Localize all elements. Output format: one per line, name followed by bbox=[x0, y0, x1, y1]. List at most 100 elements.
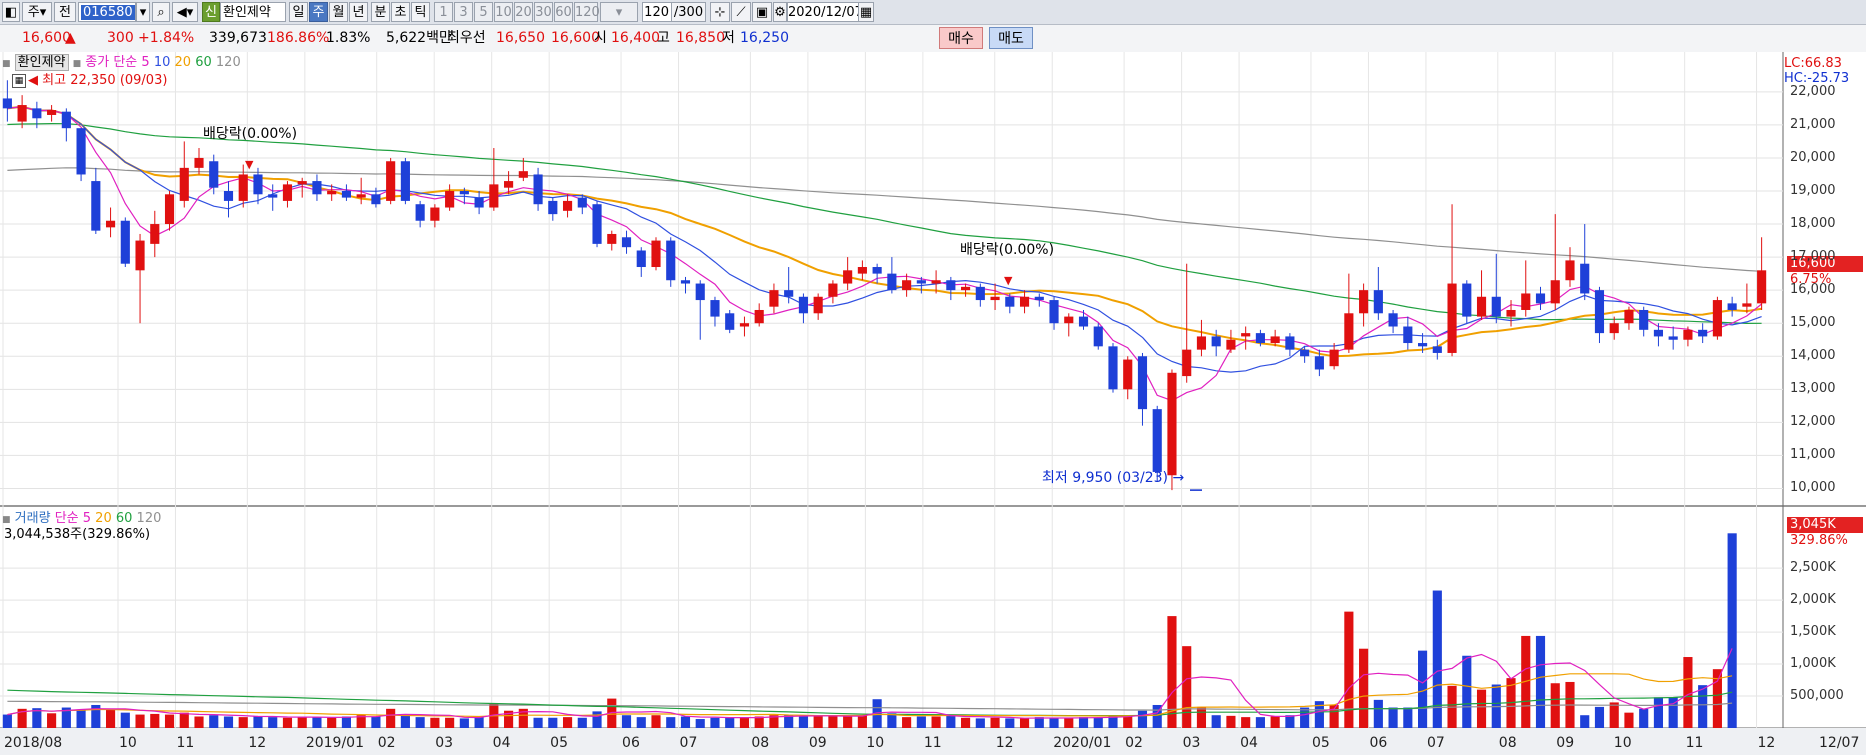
volume-bar bbox=[680, 716, 691, 728]
candle-body bbox=[1196, 336, 1207, 350]
candle-body bbox=[1078, 316, 1089, 327]
ma-20[interactable]: 20 bbox=[174, 55, 192, 70]
stock-label[interactable]: 환인제약 bbox=[14, 54, 69, 71]
date-input[interactable]: 2020/12/07 bbox=[787, 2, 863, 22]
ma-60[interactable]: 60 bbox=[195, 55, 212, 70]
draw-line-icon[interactable]: ⟋ bbox=[731, 2, 751, 22]
num-60[interactable]: 60 bbox=[554, 2, 573, 22]
ma-120[interactable]: 120 bbox=[215, 55, 241, 70]
x-tick-label: 05 bbox=[550, 735, 568, 751]
volume-bar bbox=[76, 709, 86, 728]
candle-body bbox=[975, 286, 985, 301]
candle-body bbox=[1403, 326, 1413, 344]
sell-button[interactable]: 매도 bbox=[989, 27, 1033, 49]
volume-bar bbox=[504, 710, 514, 728]
min-annotation: 최저 9,950 (03/23) → bbox=[1042, 470, 1185, 486]
candle-body bbox=[533, 174, 543, 205]
vol-ma-60[interactable]: 60 bbox=[115, 511, 133, 526]
candle-body bbox=[725, 313, 735, 330]
stock-chart[interactable] bbox=[0, 52, 1866, 755]
table-icon[interactable]: ▦ bbox=[12, 74, 26, 88]
dividend-arrow-icon: ▼ bbox=[245, 158, 254, 171]
candle-body bbox=[1580, 263, 1590, 294]
num-30[interactable]: 30 bbox=[534, 2, 553, 22]
crosshair-icon[interactable]: ⊹ bbox=[710, 2, 730, 22]
candle-body bbox=[1535, 293, 1546, 304]
num-120[interactable]: 120 bbox=[574, 2, 600, 22]
search-icon[interactable]: ⌕ bbox=[152, 2, 170, 22]
stock-name-field[interactable]: 환인제약 bbox=[220, 2, 286, 22]
ma-label[interactable]: 종가 단순 bbox=[85, 55, 138, 70]
candle-body bbox=[1373, 290, 1383, 314]
candle-body bbox=[1594, 290, 1605, 334]
candle-body bbox=[813, 296, 823, 314]
candle-body bbox=[194, 157, 204, 168]
low-price: 16,250 bbox=[740, 30, 789, 46]
period-day[interactable]: 일 bbox=[289, 2, 308, 22]
interval-select[interactable]: ▾ bbox=[600, 2, 638, 22]
ma-5[interactable]: 5 bbox=[141, 55, 150, 70]
num-5[interactable]: 5 bbox=[474, 2, 493, 22]
num-20[interactable]: 20 bbox=[514, 2, 533, 22]
gear-icon[interactable]: ⚙ bbox=[773, 2, 787, 22]
candle-body bbox=[739, 323, 750, 327]
ma10-line bbox=[7, 106, 1762, 373]
panel-bullet-icon: ■ bbox=[72, 59, 82, 69]
volume-bar bbox=[695, 719, 705, 728]
volume-bar bbox=[135, 714, 145, 728]
volume-bar bbox=[1064, 717, 1074, 728]
max-label: 최고 22,350 (09/03) bbox=[42, 73, 168, 88]
candle-body bbox=[961, 286, 971, 291]
vol-ma-label[interactable]: 단순 bbox=[54, 511, 79, 526]
volume-bar bbox=[1285, 715, 1295, 728]
volume-panel-header: ■ 거래량 단순 5 20 60 120 bbox=[2, 511, 161, 528]
period-minute[interactable]: 분 bbox=[371, 2, 390, 22]
prev-button[interactable]: 전 bbox=[54, 2, 76, 22]
vol-ma-20[interactable]: 20 bbox=[95, 511, 112, 526]
candle-body bbox=[209, 161, 219, 188]
candle-body bbox=[1491, 296, 1501, 317]
calendar-icon[interactable]: ▦ bbox=[858, 2, 874, 22]
num-3[interactable]: 3 bbox=[454, 2, 473, 22]
vol-ma-5[interactable]: 5 bbox=[82, 511, 92, 526]
volume-bar bbox=[621, 715, 632, 728]
vol-ma-120[interactable]: 120 bbox=[136, 511, 162, 526]
period-tick[interactable]: 틱 bbox=[411, 2, 430, 22]
volume-bar bbox=[209, 715, 219, 728]
volume-bar bbox=[1270, 716, 1280, 728]
volume-bar bbox=[1639, 708, 1649, 728]
candle-body bbox=[946, 280, 956, 291]
candle-body bbox=[223, 190, 234, 201]
dividend-label-2: 배당락(0.00%) bbox=[960, 242, 1055, 258]
stock-code-input[interactable]: 016580 bbox=[78, 2, 136, 22]
period-year[interactable]: 년 bbox=[349, 2, 368, 22]
volume-bar bbox=[400, 715, 410, 728]
candle-body bbox=[1757, 270, 1767, 304]
volume-title[interactable]: 거래량 bbox=[14, 511, 51, 526]
period-month[interactable]: 월 bbox=[329, 2, 348, 22]
num-10[interactable]: 10 bbox=[494, 2, 513, 22]
candle-body bbox=[1388, 313, 1398, 327]
x-tick-label: 07 bbox=[1426, 735, 1445, 751]
candle-body bbox=[253, 174, 263, 195]
candle-body bbox=[1019, 296, 1030, 307]
panel-bullet-icon: ■ bbox=[2, 515, 11, 525]
candle-body bbox=[1506, 309, 1516, 317]
chart-type-select[interactable]: 주▾ bbox=[22, 2, 52, 22]
count-input[interactable]: 120 bbox=[642, 2, 672, 22]
candle-body bbox=[1712, 300, 1722, 337]
volume-bar bbox=[194, 716, 204, 728]
save-icon[interactable]: ▣ bbox=[752, 2, 772, 22]
candle-body bbox=[1211, 336, 1221, 347]
candle-body bbox=[1698, 329, 1708, 337]
chevron-down-icon[interactable]: ▾ bbox=[136, 2, 150, 22]
buy-button[interactable]: 매수 bbox=[939, 27, 983, 49]
volume-tick-label: 1,500K bbox=[1790, 624, 1836, 640]
ma-10[interactable]: 10 bbox=[153, 55, 171, 70]
period-second[interactable]: 초 bbox=[391, 2, 410, 22]
period-week[interactable]: 주 bbox=[309, 2, 328, 22]
volume-tag: 3,045K bbox=[1787, 517, 1863, 533]
num-1[interactable]: 1 bbox=[434, 2, 453, 22]
speaker-icon[interactable]: ◀▾ bbox=[172, 2, 198, 22]
layout-icon[interactable]: ◧ bbox=[2, 2, 20, 22]
